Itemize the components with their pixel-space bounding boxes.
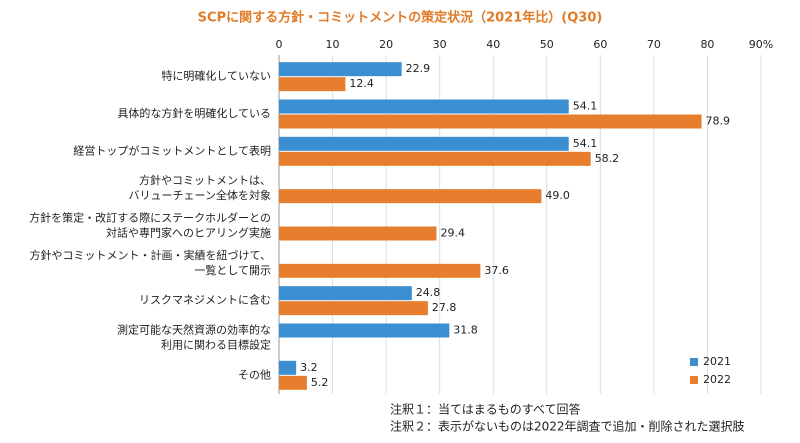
x-tick-label: 70 [647, 38, 661, 51]
value-label: 12.4 [349, 77, 374, 90]
label-line: リスクマネジメントに含む [139, 293, 271, 307]
note: 注釈１：当てはまるものすべて回答 [390, 402, 580, 417]
bar [279, 114, 702, 129]
x-tick-label: 50 [540, 38, 554, 51]
label-line: 一覧として開示 [194, 263, 271, 277]
x-tick-label: 30 [433, 38, 447, 51]
bar [279, 323, 450, 338]
bar [279, 301, 428, 316]
x-tick-label: 0 [276, 38, 283, 51]
bar [279, 77, 346, 92]
bar [279, 263, 481, 278]
y-tick-label: 特に明確化していない [161, 69, 271, 83]
y-tick-label: リスクマネジメントに含む [139, 293, 271, 307]
legend-swatch [690, 358, 698, 366]
y-tick-label: 方針やコミットメント・計画・実績を紐づけて、一覧として開示 [30, 248, 271, 277]
x-tick-label: 80 [700, 38, 714, 51]
y-tick-label: 具体的な方針を明確化している [117, 106, 271, 120]
note: 注釈２：表示がないものは2022年調査で追加・削除された選択肢 [390, 419, 745, 434]
legend-swatch [690, 376, 698, 384]
bar [279, 226, 437, 241]
value-label: 54.1 [573, 100, 598, 113]
label-line: 方針やコミットメントは、 [139, 173, 271, 187]
value-label: 3.2 [300, 361, 318, 374]
legend-label: 2022 [703, 373, 731, 386]
bar [279, 375, 307, 390]
bar [279, 286, 412, 301]
y-tick-label: 方針やコミットメントは、バリューチェーン全体を対象 [129, 173, 271, 202]
bar [279, 99, 569, 114]
label-line: 対話や専門家へのヒアリング実施 [106, 226, 271, 240]
bar [279, 136, 569, 151]
value-label: 27.8 [432, 301, 457, 314]
value-label: 22.9 [406, 62, 431, 75]
x-tick-label: 40 [486, 38, 500, 51]
value-label: 37.6 [484, 264, 509, 277]
label-line: 方針やコミットメント・計画・実績を紐づけて、 [30, 248, 271, 262]
y-tick-label: 経営トップがコミットメントとして表明 [73, 143, 271, 157]
value-label: 58.2 [595, 152, 620, 165]
bar [279, 62, 402, 77]
value-label: 5.2 [311, 376, 329, 389]
label-line: 特に明確化していない [161, 69, 271, 83]
label-line: 具体的な方針を明確化している [117, 106, 271, 120]
value-label: 54.1 [573, 137, 598, 150]
x-tick-label: 20 [379, 38, 393, 51]
x-tick-label: 90% [749, 38, 773, 51]
value-label: 49.0 [545, 189, 570, 202]
y-tick-label: 方針を策定・改訂する際にステークホルダーとの対話や専門家へのヒアリング実施 [29, 211, 271, 240]
bar [279, 360, 297, 375]
value-label: 24.8 [416, 286, 441, 299]
chart-title: SCPに関する方針・コミットメントの策定状況（2021年比）(Q30) [198, 10, 603, 26]
value-label: 78.9 [706, 115, 731, 128]
x-tick-label: 60 [593, 38, 607, 51]
label-line: その他 [238, 368, 271, 381]
value-label: 29.4 [440, 227, 465, 240]
y-tick-label: その他 [238, 368, 271, 381]
label-line: 測定可能な天然資源の効率的な [117, 323, 271, 337]
label-line: 利用に関わる目標設定 [161, 338, 271, 352]
label-line: 経営トップがコミットメントとして表明 [73, 143, 271, 157]
label-line: 方針を策定・改訂する際にステークホルダーとの [29, 211, 271, 225]
bar [279, 151, 591, 166]
x-tick-label: 10 [326, 38, 340, 51]
value-label: 31.8 [453, 324, 478, 337]
legend-label: 2021 [703, 355, 731, 368]
y-tick-label: 測定可能な天然資源の効率的な利用に関わる目標設定 [117, 323, 271, 352]
bar [279, 189, 542, 204]
label-line: バリューチェーン全体を対象 [129, 188, 271, 202]
